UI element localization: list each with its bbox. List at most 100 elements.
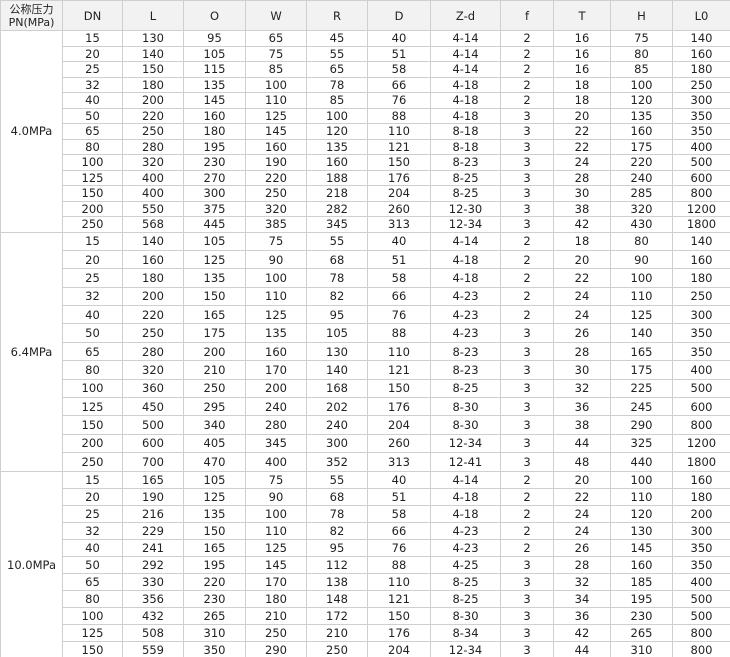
table-cell: 230: [610, 606, 673, 625]
table-row: 65 250 180 145 120 110 8-18 3 22 160 350: [1, 123, 730, 140]
table-cell: 4-25: [430, 555, 501, 574]
table-cell: 80: [610, 231, 673, 251]
table-cell: 58: [367, 504, 431, 523]
table-cell: 78: [306, 76, 368, 93]
table-cell: 90: [610, 249, 673, 270]
table-cell: 800: [672, 623, 730, 642]
table-cell: 82: [306, 521, 368, 540]
table-cell: 800: [672, 415, 730, 435]
table-cell: 36: [553, 397, 611, 417]
table-cell: 22: [553, 487, 611, 506]
table-cell: 176: [367, 169, 431, 186]
table-cell: 100: [610, 76, 673, 93]
table-cell: 280: [122, 138, 184, 155]
table-cell: 600: [672, 169, 730, 186]
table-cell: 3: [500, 360, 554, 380]
table-row: 32 229 150 110 82 66 4-23 2 24 130 300: [1, 521, 730, 540]
table-cell: 4-14: [430, 30, 501, 47]
table-cell: 260: [367, 200, 431, 217]
table-cell: 30: [553, 185, 611, 202]
column-header: L0: [672, 0, 730, 31]
table-cell: 432: [122, 606, 184, 625]
table-cell: 88: [367, 323, 431, 343]
table-row: 25 180 135 100 78 58 4-18 2 22 100 180: [1, 268, 730, 288]
table-row: 32 200 150 110 82 66 4-23 2 24 110 250: [1, 286, 730, 307]
table-cell: 125: [245, 107, 307, 124]
table-cell: 3: [500, 378, 554, 399]
table-cell: 2: [500, 92, 554, 109]
column-header: R: [306, 0, 368, 31]
table-row: 65 280 200 160 130 110 8-23 3 28 165 350: [1, 341, 730, 362]
table-cell: 105: [183, 231, 246, 251]
table-cell: 75: [245, 231, 307, 251]
table-cell: 220: [122, 305, 184, 325]
table-cell: 250: [672, 286, 730, 307]
table-cell: 168: [306, 378, 368, 399]
table-row: 32 180 135 100 78 66 4-18 2 18 100 250: [1, 76, 730, 93]
table-cell: 3: [500, 640, 554, 657]
table-cell: 4-23: [430, 521, 501, 540]
table-cell: 230: [183, 589, 246, 608]
table-cell: 105: [183, 470, 246, 489]
table-cell: 20: [62, 45, 123, 62]
table-cell: 8-30: [430, 415, 501, 435]
table-cell: 204: [367, 185, 431, 202]
table-cell: 75: [245, 45, 307, 62]
table-cell: 500: [672, 589, 730, 608]
column-header: f: [500, 0, 554, 31]
table-cell: 25: [62, 268, 123, 288]
table-cell: 1800: [672, 216, 730, 233]
table-cell: 4-23: [430, 538, 501, 557]
table-cell: 85: [610, 61, 673, 78]
table-cell: 8-30: [430, 606, 501, 625]
table-cell: 110: [367, 572, 431, 591]
table-cell: 200: [62, 200, 123, 217]
table-row: 200 600 405 345 300 260 12-34 3 44 325 1200: [1, 433, 730, 454]
table-cell: 180: [245, 589, 307, 608]
table-cell: 1200: [672, 433, 730, 454]
table-cell: 3: [500, 323, 554, 343]
table-cell: 200: [62, 433, 123, 454]
table-cell: 310: [183, 623, 246, 642]
table-cell: 2: [500, 305, 554, 325]
table-row: 100 360 250 200 168 150 8-25 3 32 225 500: [1, 378, 730, 399]
table-cell: 3: [500, 341, 554, 362]
table-cell: 568: [122, 216, 184, 233]
table-cell: 100: [306, 107, 368, 124]
table-cell: 430: [610, 216, 673, 233]
table-cell: 550: [122, 200, 184, 217]
table-cell: 32: [553, 572, 611, 591]
table-cell: 2: [500, 61, 554, 78]
table-cell: 3: [500, 154, 554, 171]
table-cell: 100: [245, 504, 307, 523]
table-cell: 4-23: [430, 286, 501, 307]
table-cell: 180: [122, 268, 184, 288]
table-cell: 2: [500, 504, 554, 523]
table-cell: 4-14: [430, 61, 501, 78]
table-cell: 135: [610, 107, 673, 124]
column-header: D: [367, 0, 431, 31]
table-cell: 300: [672, 521, 730, 540]
table-cell: 2: [500, 487, 554, 506]
table-cell: 313: [367, 216, 431, 233]
table-cell: 345: [306, 216, 368, 233]
table-cell: 220: [245, 169, 307, 186]
table-cell: 75: [610, 30, 673, 47]
table-row: 200 550 375 320 282 260 12-30 3 38 320 1200: [1, 200, 730, 217]
table-cell: 350: [672, 107, 730, 124]
table-cell: 65: [62, 572, 123, 591]
table-cell: 195: [183, 138, 246, 155]
table-cell: 125: [183, 249, 246, 270]
table-cell: 250: [62, 216, 123, 233]
table-cell: 160: [610, 123, 673, 140]
table-cell: 360: [122, 378, 184, 399]
table-cell: 700: [122, 452, 184, 472]
table-cell: 265: [610, 623, 673, 642]
table-cell: 135: [306, 138, 368, 155]
table-cell: 176: [367, 397, 431, 417]
table-cell: 160: [610, 555, 673, 574]
table-cell: 300: [672, 92, 730, 109]
table-cell: 68: [306, 487, 368, 506]
table-cell: 165: [183, 538, 246, 557]
table-cell: 470: [183, 452, 246, 472]
